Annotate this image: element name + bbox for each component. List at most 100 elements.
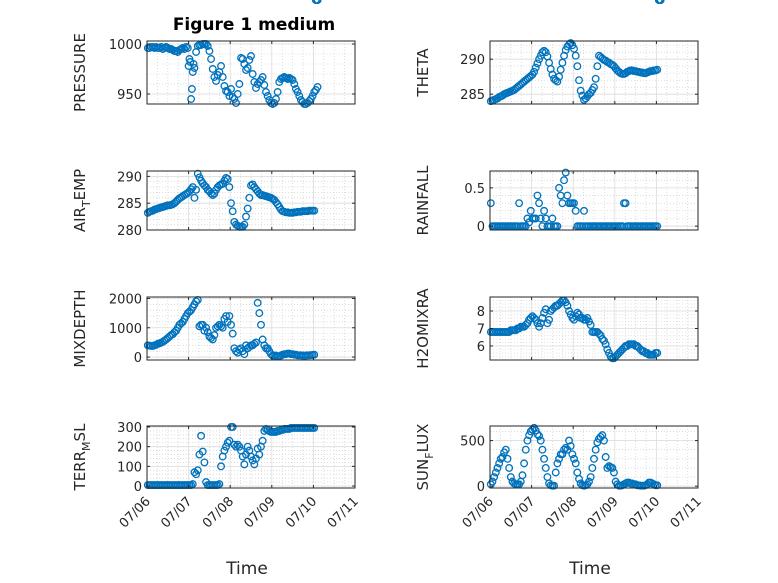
y-tick-label: 0 xyxy=(477,480,485,495)
data-point xyxy=(227,199,235,208)
data-point xyxy=(243,64,252,72)
data-point xyxy=(225,183,234,192)
subplot-mixdepth: 0 1000 2000 MIXDEPTH xyxy=(71,0,356,368)
data-point xyxy=(621,199,630,208)
data-point xyxy=(227,85,235,93)
data-point xyxy=(540,454,549,463)
axes-box xyxy=(146,296,356,361)
data-point xyxy=(603,463,612,472)
data-point xyxy=(591,445,600,454)
data-point xyxy=(205,47,214,55)
data-point xyxy=(566,442,575,451)
data-point xyxy=(225,312,234,320)
data-point xyxy=(593,62,602,71)
data-point xyxy=(586,321,595,329)
data-point xyxy=(183,44,192,52)
y-tick-label: 285 xyxy=(117,197,142,212)
data-point xyxy=(558,450,567,459)
data-point xyxy=(228,207,237,216)
data-point xyxy=(233,440,242,449)
subplot-air-temp: 280 285 290 AIRTEMP xyxy=(71,0,356,239)
data-point xyxy=(555,183,564,192)
data-point xyxy=(235,442,244,451)
data-point xyxy=(536,214,545,223)
data-point xyxy=(560,176,568,185)
data-point xyxy=(313,0,322,4)
data-point xyxy=(210,331,219,340)
data-point xyxy=(200,458,209,467)
data-point xyxy=(192,297,201,306)
data-point xyxy=(260,81,269,89)
data-point xyxy=(608,463,617,472)
data-point xyxy=(520,459,529,468)
data-point xyxy=(308,92,317,100)
data-point xyxy=(310,350,319,359)
y-axis-label: AIRTEMP xyxy=(71,169,93,232)
data-point xyxy=(506,473,515,482)
data-point xyxy=(222,442,230,451)
data-point xyxy=(263,92,272,100)
y-tick-label: 950 xyxy=(117,88,142,103)
data-point xyxy=(501,445,510,454)
data-point xyxy=(541,48,550,57)
data-point xyxy=(586,473,595,482)
data-point xyxy=(218,323,227,332)
data-point xyxy=(235,80,244,88)
data-point xyxy=(258,436,267,445)
data-point xyxy=(515,199,524,208)
data-point xyxy=(548,70,557,79)
data-point xyxy=(518,471,527,480)
data-point xyxy=(488,477,497,486)
data-point xyxy=(490,473,499,482)
data-point xyxy=(486,199,495,208)
data-point xyxy=(531,214,540,223)
y-tick-label: 1000 xyxy=(109,38,142,53)
data-point xyxy=(491,468,500,477)
y-tick-label: 285 xyxy=(460,88,485,103)
data-point xyxy=(262,88,270,96)
data-point xyxy=(217,462,225,471)
x-tick-label: 07/11 xyxy=(668,494,705,531)
data-point xyxy=(553,222,562,231)
y-tick-label: 0 xyxy=(134,480,142,495)
y-axis-label: THETA xyxy=(414,48,432,98)
data-point xyxy=(192,470,201,479)
axes-box xyxy=(489,40,699,105)
data-point xyxy=(653,65,662,74)
data-point xyxy=(210,189,219,198)
data-point xyxy=(243,204,252,213)
data-point xyxy=(563,191,572,200)
x-tick-label: 07/06 xyxy=(117,494,154,531)
data-point xyxy=(530,67,539,76)
data-point xyxy=(653,222,662,231)
data-point xyxy=(215,480,224,489)
axes-box xyxy=(146,170,356,231)
x-tick-label: 07/08 xyxy=(543,494,580,531)
data-point xyxy=(553,459,562,468)
axes-box xyxy=(146,425,356,489)
data-point xyxy=(563,301,572,310)
axes-box xyxy=(489,425,699,489)
data-point xyxy=(225,436,234,445)
data-point xyxy=(245,56,254,64)
x-tick-label: 07/09 xyxy=(585,494,622,531)
data-point xyxy=(187,95,196,103)
data-point xyxy=(503,454,512,463)
data-point xyxy=(526,314,535,322)
data-point xyxy=(566,39,575,48)
data-point xyxy=(548,214,557,223)
data-point xyxy=(533,430,542,439)
subplot-theta: 285 290 THETA xyxy=(414,0,699,106)
data-point xyxy=(580,206,588,215)
data-point xyxy=(243,442,252,451)
x-tick-label: 07/07 xyxy=(158,494,195,531)
data-point xyxy=(255,309,264,318)
subplot-pressure: 950 1000 PRESSURE xyxy=(71,33,356,112)
data-point xyxy=(568,450,577,459)
data-point xyxy=(531,426,540,435)
data-point xyxy=(190,193,199,202)
data-point xyxy=(570,454,578,463)
data-point xyxy=(575,474,583,483)
data-point xyxy=(555,72,564,81)
data-point xyxy=(288,76,297,84)
